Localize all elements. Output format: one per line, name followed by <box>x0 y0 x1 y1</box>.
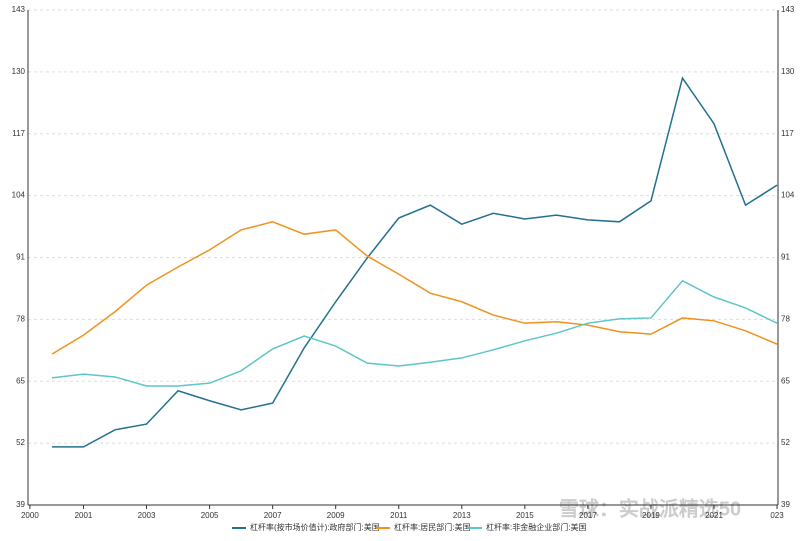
y-tick-label: 104 <box>12 191 26 200</box>
y-tick-label: 117 <box>12 129 25 138</box>
y-tick-label: 39 <box>16 500 25 509</box>
x-tick-label: 2011 <box>390 511 408 520</box>
x-tick-label: 2001 <box>75 511 93 520</box>
series-line <box>51 279 778 387</box>
x-tick-label: 023 <box>770 511 784 520</box>
x-tick-label: 2019 <box>642 511 660 520</box>
watermark: 雪球：实战派精选50 <box>559 496 741 520</box>
x-tick-label: 2013 <box>453 511 471 520</box>
x-tick-label: 2009 <box>327 511 345 520</box>
y-tick-label: 130 <box>12 67 26 76</box>
series-line <box>51 221 778 355</box>
y2-tick-label: 104 <box>781 191 795 200</box>
legend-label: 杠杆率:非金融企业部门:美国 <box>486 522 586 532</box>
x-tick-label: 2000 <box>21 511 39 520</box>
y-tick-label: 91 <box>16 253 25 262</box>
x-tick-label: 2017 <box>579 511 597 520</box>
x-tick-label: 2005 <box>201 511 219 520</box>
x-tick-label: 2007 <box>264 511 282 520</box>
y2-tick-label: 91 <box>781 253 790 262</box>
y2-tick-label: 65 <box>781 376 790 385</box>
y-tick-label: 143 <box>12 5 26 14</box>
x-tick-label: 2021 <box>705 511 723 520</box>
y2-tick-label: 52 <box>781 438 790 447</box>
y2-tick-label: 39 <box>781 500 790 509</box>
legend-label: 杠杆率(按市场价值计):政府部门:美国 <box>250 522 380 532</box>
y2-tick-label: 143 <box>781 5 795 14</box>
x-tick-label: 2003 <box>138 511 156 520</box>
x-tick-label: 2015 <box>516 511 534 520</box>
y2-tick-label: 130 <box>781 67 795 76</box>
y-tick-label: 78 <box>16 314 25 323</box>
series-line <box>51 76 778 448</box>
y-tick-label: 65 <box>16 376 25 385</box>
y2-tick-label: 117 <box>781 129 794 138</box>
y-tick-label: 52 <box>16 438 25 447</box>
legend-label: 杠杆率:居民部门:美国 <box>394 522 470 532</box>
y2-tick-label: 78 <box>781 314 790 323</box>
